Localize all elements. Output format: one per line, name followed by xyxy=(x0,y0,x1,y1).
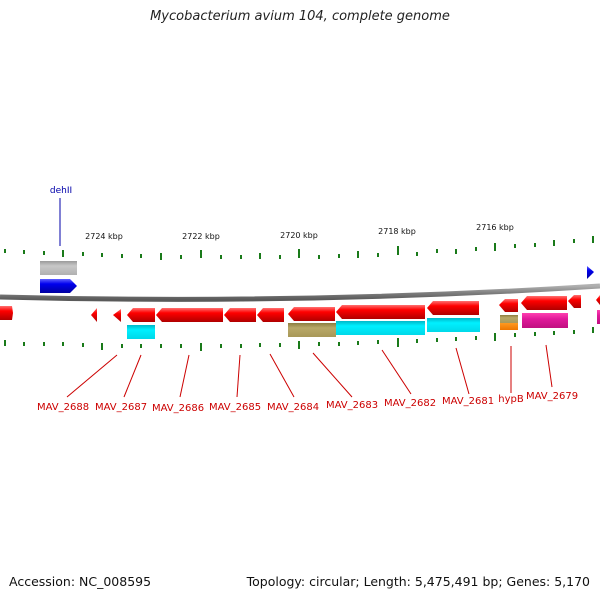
gene-label-MAV_2683: MAV_2683 xyxy=(326,400,378,411)
minus-strand-genes xyxy=(0,295,600,322)
gene-label-MAV_2679: MAV_2679 xyxy=(526,391,578,402)
cyan-feature-1 xyxy=(127,325,155,339)
gene-MAV_2688-arrow xyxy=(91,308,97,322)
olive-feature-1 xyxy=(288,323,336,337)
leader-MAV_2688 xyxy=(66,354,118,398)
leader-MAV_2679 xyxy=(545,344,553,388)
genome-title: Mycobacterium avium 104, complete genome xyxy=(150,9,450,24)
gene-labels: dehII MAV_2688 MAV_2687 MAV_2686 MAV_268… xyxy=(37,186,578,414)
gene-label-MAV_2686: MAV_2686 xyxy=(152,403,204,414)
genome-backbone xyxy=(0,283,600,302)
ruler-label-2724: 2724 kbp xyxy=(85,232,123,241)
gene-MAV_2685-arrow xyxy=(224,308,256,322)
gray-feature-block xyxy=(40,261,77,275)
accession-text: Accession: NC_008595 xyxy=(9,574,152,589)
gene-MAV_2686-arrow xyxy=(156,308,223,322)
ruler-label-2720: 2720 kbp xyxy=(280,231,318,240)
cyan-feature-2 xyxy=(336,321,425,335)
gene-MAV_2683-arrow xyxy=(288,307,335,321)
leader-MAV_2681 xyxy=(455,347,470,395)
gene-label-MAV_2681: MAV_2681 xyxy=(442,396,494,407)
gene-label-dehII: dehII xyxy=(50,186,72,196)
gene-MAV_2681-arrow xyxy=(427,301,479,315)
ruler-label-2718: 2718 kbp xyxy=(378,227,416,236)
gene-label-MAV_2685: MAV_2685 xyxy=(209,402,261,413)
gene-right-edge-arrow xyxy=(587,266,594,279)
leader-MAV_2686 xyxy=(179,354,190,398)
leader-MAV_2682 xyxy=(381,349,412,395)
gene-MAV_2687-arrow-b xyxy=(127,308,155,322)
leader-MAV_2683 xyxy=(312,352,353,398)
genome-summary-text: Topology: circular; Length: 5,475,491 bp… xyxy=(246,574,590,589)
orange-feature xyxy=(500,323,518,330)
leader-MAV_2685 xyxy=(236,354,241,398)
gene-label-MAV_2688: MAV_2688 xyxy=(37,402,89,413)
magenta-edge-feature xyxy=(597,310,600,324)
gene-left-edge-arrow xyxy=(0,306,13,320)
magenta-feature xyxy=(522,313,568,328)
gene-hypB-arrow xyxy=(499,299,518,312)
gene-right-edge-red xyxy=(596,295,600,305)
leader-lines xyxy=(59,198,553,398)
inner-feature-track xyxy=(127,310,600,339)
gene-dehII-arrow xyxy=(40,279,77,293)
ruler-labels: 2724 kbp 2722 kbp 2720 kbp 2718 kbp 2716… xyxy=(85,223,514,241)
gene-MAV_2679-arrow xyxy=(521,296,567,310)
gene-MAV_2684-arrow xyxy=(257,308,284,322)
cyan-feature-3 xyxy=(427,318,480,332)
leader-MAV_2684 xyxy=(269,353,295,398)
ruler-label-2722: 2722 kbp xyxy=(182,232,220,241)
ruler-label-2716: 2716 kbp xyxy=(476,223,514,232)
olive-feature-2 xyxy=(500,315,518,323)
gene-MAV_2682-arrow xyxy=(336,305,425,319)
gene-MAV_2678-arrow xyxy=(568,295,581,308)
outer-tick-track xyxy=(4,236,594,260)
gene-label-MAV_2682: MAV_2682 xyxy=(384,398,436,409)
gene-MAV_2687-arrow-a xyxy=(113,309,121,322)
leader-MAV_2687 xyxy=(123,354,142,398)
gene-label-MAV_2687: MAV_2687 xyxy=(95,402,147,413)
inner-tick-track xyxy=(4,327,594,351)
gene-label-MAV_2684: MAV_2684 xyxy=(267,402,319,413)
gene-label-hypB: hypB xyxy=(498,394,524,405)
